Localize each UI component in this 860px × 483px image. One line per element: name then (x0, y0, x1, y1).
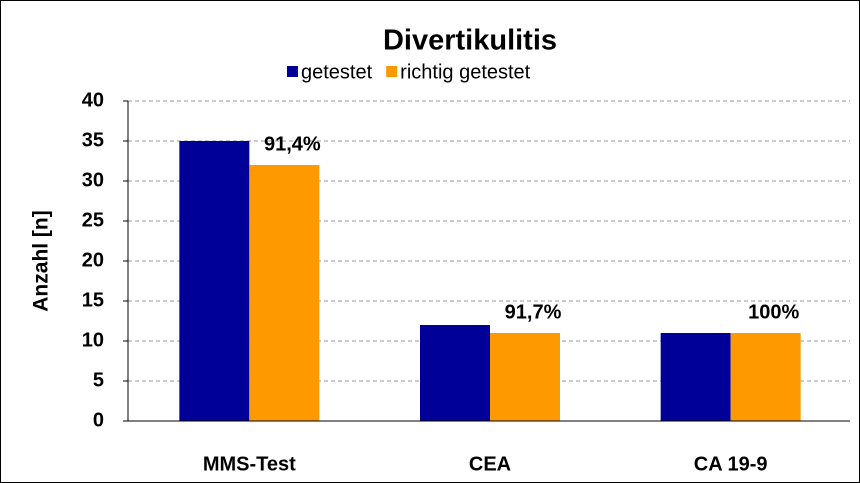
bar (249, 165, 320, 421)
annotation: 91,4% (264, 133, 321, 155)
legend-label: getestet (301, 61, 373, 83)
bar (420, 325, 490, 421)
chart-title: Divertikulitis (383, 25, 557, 57)
x-tick-label: CEA (469, 453, 511, 475)
annotation: 100% (748, 301, 799, 323)
bar (179, 141, 250, 421)
x-tick-label: CA 19-9 (694, 453, 768, 475)
bar (730, 333, 801, 421)
y-tick-label: 20 (82, 249, 104, 271)
legend-label: richtig getestet (400, 61, 531, 83)
y-tick-label: 10 (82, 329, 104, 351)
y-tick-label: 0 (93, 409, 104, 431)
y-tick-label: 15 (82, 289, 104, 311)
y-axis-label: Anzahl [n] (30, 210, 53, 311)
legend-swatch (386, 66, 398, 77)
x-tick-label: MMS-Test (203, 453, 296, 475)
y-tick-label: 35 (82, 129, 104, 151)
bar (490, 333, 560, 421)
annotation: 91,7% (505, 301, 562, 323)
y-tick-label: 25 (82, 209, 104, 231)
y-tick-label: 5 (93, 369, 104, 391)
legend-swatch (287, 66, 298, 77)
y-tick-label: 30 (82, 169, 104, 191)
y-tick-label: 40 (82, 89, 104, 111)
bar (660, 333, 731, 421)
